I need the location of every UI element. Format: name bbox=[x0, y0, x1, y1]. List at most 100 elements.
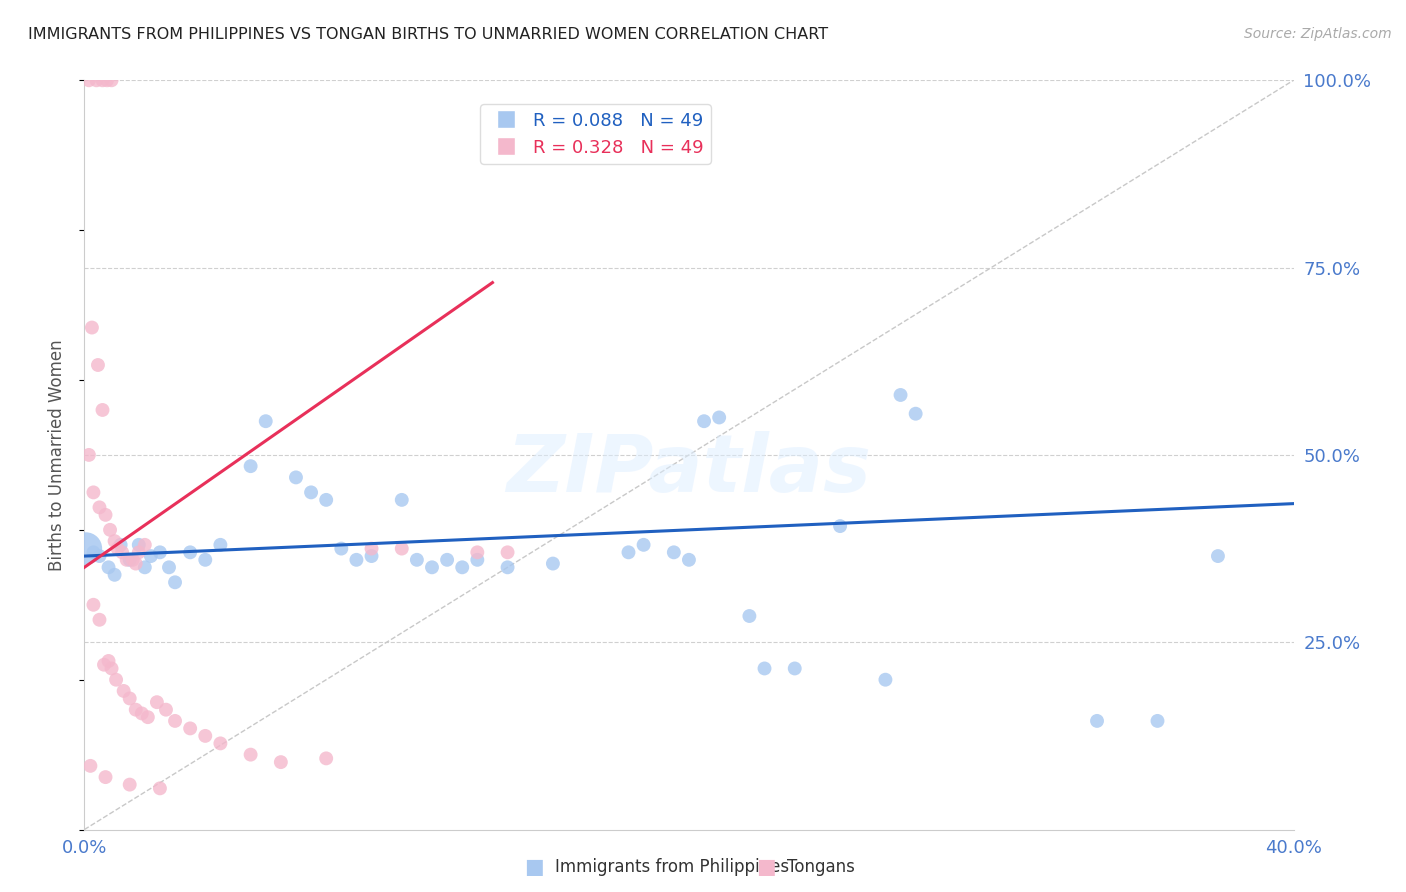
Point bbox=[75, 541, 97, 556]
Point bbox=[94, 508, 117, 522]
Text: ■: ■ bbox=[524, 857, 544, 877]
Point bbox=[165, 575, 187, 590]
Point bbox=[77, 448, 100, 462]
Point bbox=[77, 73, 100, 87]
Point bbox=[139, 549, 162, 563]
Point bbox=[125, 557, 148, 571]
Point bbox=[617, 545, 640, 559]
Text: IMMIGRANTS FROM PHILIPPINES VS TONGAN BIRTHS TO UNMARRIED WOMEN CORRELATION CHAR: IMMIGRANTS FROM PHILIPPINES VS TONGAN BI… bbox=[28, 27, 828, 42]
Point bbox=[134, 538, 156, 552]
Point bbox=[738, 609, 761, 624]
Point bbox=[93, 657, 115, 672]
Point bbox=[94, 770, 117, 784]
Point bbox=[80, 320, 103, 334]
Point bbox=[86, 73, 108, 87]
Point bbox=[179, 722, 201, 736]
Point bbox=[128, 538, 150, 552]
Point bbox=[709, 410, 731, 425]
Point bbox=[118, 553, 141, 567]
Point bbox=[112, 684, 135, 698]
Text: ZIPatlas: ZIPatlas bbox=[506, 431, 872, 509]
Text: Source: ZipAtlas.com: Source: ZipAtlas.com bbox=[1244, 27, 1392, 41]
Point bbox=[107, 541, 129, 556]
Point bbox=[451, 560, 474, 574]
Point bbox=[134, 560, 156, 574]
Point bbox=[97, 560, 120, 574]
Point bbox=[157, 560, 180, 574]
Point bbox=[496, 545, 519, 559]
Point bbox=[96, 73, 118, 87]
Point bbox=[315, 492, 337, 507]
Point bbox=[128, 545, 150, 559]
Point bbox=[111, 545, 134, 559]
Point bbox=[194, 729, 217, 743]
Point bbox=[754, 661, 776, 675]
Point bbox=[299, 485, 322, 500]
Point bbox=[146, 695, 169, 709]
Legend: R = 0.088   N = 49, R = 0.328   N = 49: R = 0.088 N = 49, R = 0.328 N = 49 bbox=[481, 104, 710, 164]
Point bbox=[100, 661, 122, 675]
Point bbox=[115, 553, 138, 567]
Point bbox=[1146, 714, 1168, 728]
Point bbox=[104, 567, 127, 582]
Point bbox=[91, 403, 114, 417]
Point bbox=[467, 545, 489, 559]
Point bbox=[662, 545, 685, 559]
Point bbox=[1206, 549, 1229, 563]
Point bbox=[149, 781, 172, 796]
Point bbox=[155, 703, 177, 717]
Point bbox=[89, 549, 111, 563]
Point bbox=[105, 673, 128, 687]
Point bbox=[110, 538, 132, 552]
Point bbox=[391, 541, 413, 556]
Y-axis label: Births to Unmarried Women: Births to Unmarried Women bbox=[48, 339, 66, 571]
Point bbox=[136, 710, 159, 724]
Point bbox=[179, 545, 201, 559]
Point bbox=[904, 407, 927, 421]
Point bbox=[633, 538, 655, 552]
Text: ■: ■ bbox=[756, 857, 776, 877]
Point bbox=[82, 598, 104, 612]
Point bbox=[436, 553, 458, 567]
Point bbox=[678, 553, 700, 567]
Point bbox=[131, 706, 153, 721]
Point bbox=[165, 714, 187, 728]
Point bbox=[104, 534, 127, 549]
Point bbox=[239, 459, 262, 474]
Point bbox=[830, 519, 852, 533]
Point bbox=[82, 485, 104, 500]
Text: Immigrants from Philippines: Immigrants from Philippines bbox=[555, 858, 790, 876]
Point bbox=[693, 414, 716, 428]
Point bbox=[330, 541, 353, 556]
Point bbox=[239, 747, 262, 762]
Point bbox=[1085, 714, 1108, 728]
Point bbox=[118, 778, 141, 792]
Point bbox=[121, 553, 143, 567]
Point bbox=[346, 553, 368, 567]
Point bbox=[467, 553, 489, 567]
Point bbox=[360, 541, 382, 556]
Point bbox=[890, 388, 912, 402]
Point bbox=[209, 538, 232, 552]
Point bbox=[89, 500, 111, 515]
Point bbox=[360, 549, 382, 563]
Point bbox=[285, 470, 308, 484]
Point bbox=[420, 560, 443, 574]
Point bbox=[496, 560, 519, 574]
Point bbox=[270, 755, 292, 769]
Point bbox=[406, 553, 429, 567]
Point bbox=[254, 414, 277, 428]
Point bbox=[118, 691, 141, 706]
Point bbox=[875, 673, 897, 687]
Point bbox=[315, 751, 337, 765]
Point bbox=[98, 523, 121, 537]
Point bbox=[97, 654, 120, 668]
Point bbox=[391, 492, 413, 507]
Point bbox=[82, 545, 104, 559]
Point bbox=[783, 661, 806, 675]
Point bbox=[149, 545, 172, 559]
Point bbox=[541, 557, 564, 571]
Point bbox=[87, 358, 110, 372]
Point bbox=[89, 613, 111, 627]
Point bbox=[209, 736, 232, 750]
